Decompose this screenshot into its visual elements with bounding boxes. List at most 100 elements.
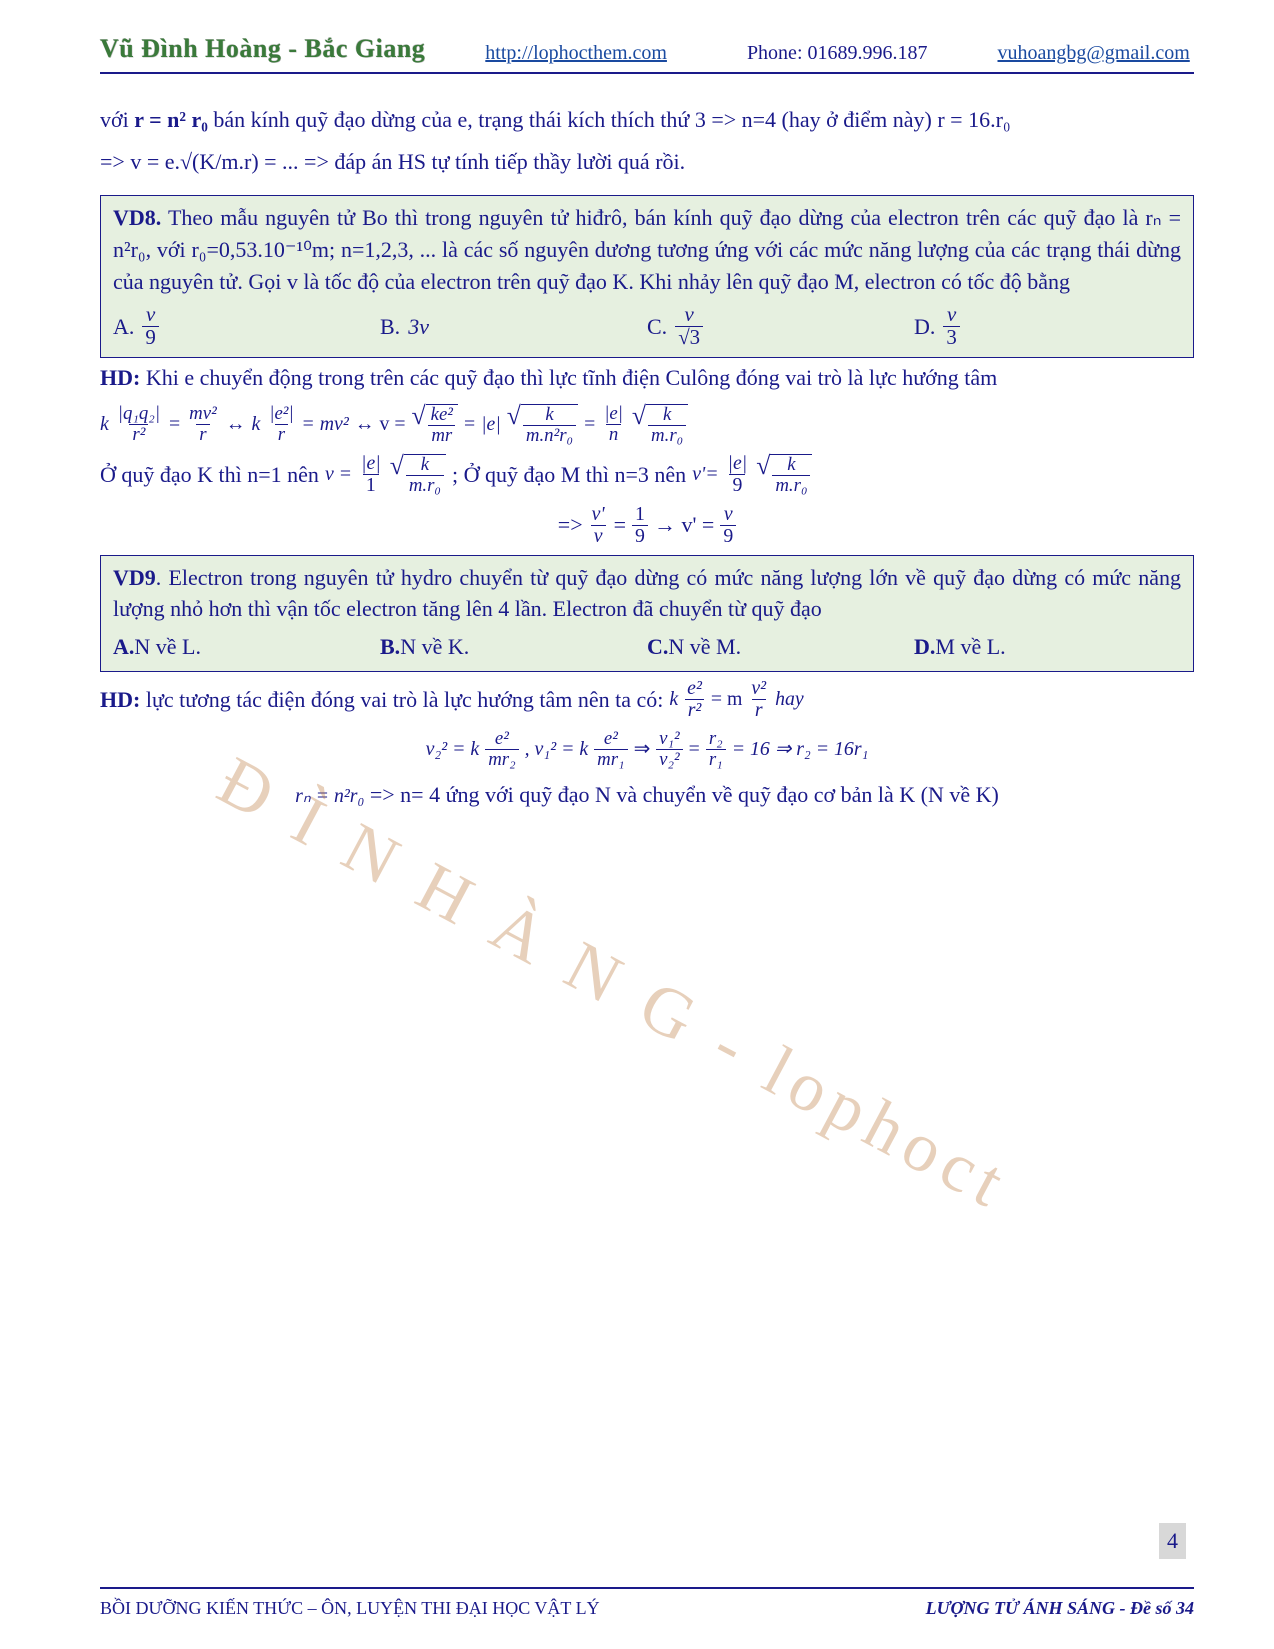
vd9-question: VD9. Electron trong nguyên tử hydro chuy… xyxy=(113,562,1181,626)
eq: = xyxy=(614,509,626,541)
hd9-line1: HD: lực tương tác điện đóng vai trò là l… xyxy=(100,678,1194,721)
hd-label: HD: xyxy=(100,365,140,390)
opt-c: C. N về M. xyxy=(647,631,914,663)
num: v xyxy=(143,304,158,326)
den: v₂² xyxy=(656,749,683,770)
opt-c-label: C. xyxy=(647,311,667,343)
label: D. xyxy=(914,631,935,663)
sqrt: √ ke² mr xyxy=(411,404,457,446)
frac: e² r xyxy=(266,404,296,445)
text: lực tương tác điện đóng vai trò là lực h… xyxy=(140,687,663,712)
den: 1 xyxy=(363,474,379,496)
vp: v'= xyxy=(692,460,718,489)
text: ; Ở quỹ đạo M thì n=3 nên xyxy=(452,459,686,491)
frac: e² mr₁ xyxy=(594,729,627,770)
text: => n= 4 ứng với quỹ đạo N và chuyển về q… xyxy=(364,782,999,807)
num: v xyxy=(721,504,736,525)
sqrt: √ k m.r₀ xyxy=(390,454,446,496)
den: m.n²r₀ xyxy=(523,425,576,446)
den: 9 xyxy=(632,525,648,547)
opt-c-frac: v √3 xyxy=(675,304,703,349)
vd9-text: . Electron trong nguyên tử hydro chuyển … xyxy=(113,565,1181,622)
frac: ke² mr xyxy=(428,405,456,446)
vd8-options: A. v 9 B. 3v C. v √3 D. v xyxy=(113,304,1181,349)
num: e xyxy=(604,404,623,424)
res16: = 16 ⇒ r₂ = 16r₁ xyxy=(732,735,869,764)
footer-title: LƯỢNG TỬ ÁNH SÁNG xyxy=(926,1598,1115,1618)
footer-sub: - Đề số 34 xyxy=(1115,1598,1194,1618)
text: Ở quỹ đạo K thì n=1 nên xyxy=(100,459,319,491)
frac: k m.r₀ xyxy=(406,455,444,496)
intro-line2: => v = e.√(K/m.r) = ... => đáp án HS tự … xyxy=(100,146,1194,178)
den: r xyxy=(752,699,766,721)
num: e² xyxy=(601,729,621,749)
den: n xyxy=(606,424,621,445)
hd8-eq1: k q₁q₂ r² = mv² r ↔ k e² r = mv² ↔ v = √… xyxy=(100,404,1194,446)
den: 3 xyxy=(943,326,959,349)
num: v xyxy=(682,304,697,326)
label: A. xyxy=(113,631,134,663)
sqrt: √ k m.n²r₀ xyxy=(507,404,578,446)
frac: v₁² v₂² xyxy=(656,729,683,770)
val: N về M. xyxy=(668,631,741,663)
vd8-label: VD8. xyxy=(113,205,161,230)
num: k xyxy=(542,405,556,425)
opt-a: A. v 9 xyxy=(113,304,380,349)
num: e² xyxy=(492,729,512,749)
den: mr₂ xyxy=(485,749,518,770)
num: mv² xyxy=(186,404,220,424)
den: 9 xyxy=(729,474,745,496)
opt-a-frac: v 9 xyxy=(142,304,158,349)
eq: = xyxy=(169,410,180,439)
frac: e 9 xyxy=(725,453,751,496)
opt-d-label: D. xyxy=(914,311,935,343)
vd9-options: A. N về L. B. N về K. C. N về M. D. M về… xyxy=(113,631,1181,663)
implies: ⇒ xyxy=(634,735,651,764)
num: e xyxy=(728,453,748,474)
hd9-eq2: v₂² = k e² mr₂ , v₁² = k e² mr₁ ⇒ v₁² v₂… xyxy=(100,729,1194,770)
den: mr xyxy=(428,425,455,446)
num: v xyxy=(944,304,959,326)
text-bold: r = n² r₀ xyxy=(134,107,208,132)
opt-b: B. 3v xyxy=(380,304,647,349)
frac: k m.r₀ xyxy=(648,405,686,446)
header-email[interactable]: vuhoangbg@gmail.com xyxy=(998,39,1190,68)
mv2: mv² xyxy=(320,410,349,439)
val: M về L. xyxy=(935,631,1005,663)
num: 1 xyxy=(632,504,648,525)
den: v xyxy=(591,525,606,547)
den: m.r₀ xyxy=(772,475,810,496)
label: B. xyxy=(380,631,400,663)
opt-a-label: A. xyxy=(113,311,134,343)
k: k xyxy=(669,685,678,714)
page: Vũ Đình Hoàng - Bắc Giang http://lophoct… xyxy=(0,0,1274,1649)
k: k xyxy=(252,410,261,439)
num: k xyxy=(660,405,674,425)
den: m.r₀ xyxy=(406,475,444,496)
num: v₁² xyxy=(656,729,683,749)
den: mr₁ xyxy=(594,749,627,770)
opt-b-val: 3v xyxy=(408,311,429,343)
frac: k m.r₀ xyxy=(772,455,810,496)
eq: = xyxy=(303,410,314,439)
num: e² xyxy=(684,678,705,699)
arrow: => xyxy=(558,509,583,541)
implies: ↔ v = xyxy=(355,410,406,439)
den: m.r₀ xyxy=(648,425,686,446)
frac: r₂ r₁ xyxy=(706,729,726,770)
label: C. xyxy=(647,631,668,663)
rn: rₙ = n²r₀ xyxy=(295,785,364,807)
v22: v₂² = k xyxy=(426,735,480,764)
footer-left: BỒI DƯỠNG KIẾN THỨC – ÔN, LUYỆN THI ĐẠI … xyxy=(100,1595,600,1621)
num: v' xyxy=(589,504,608,525)
den: r xyxy=(196,424,209,445)
footer-right: LƯỢNG TỬ ÁNH SÁNG - Đề số 34 xyxy=(926,1595,1194,1621)
num: r₂ xyxy=(706,729,726,749)
header-phone: Phone: 01689.996.187 xyxy=(747,39,928,68)
den: r₁ xyxy=(706,749,726,770)
footer: BỒI DƯỠNG KIẾN THỨC – ÔN, LUYỆN THI ĐẠI … xyxy=(100,1587,1194,1621)
frac: k m.n²r₀ xyxy=(523,405,576,446)
header-url[interactable]: http://lophocthem.com xyxy=(485,39,667,68)
sqrt: √ k m.r₀ xyxy=(632,404,688,446)
den: r xyxy=(275,424,288,445)
